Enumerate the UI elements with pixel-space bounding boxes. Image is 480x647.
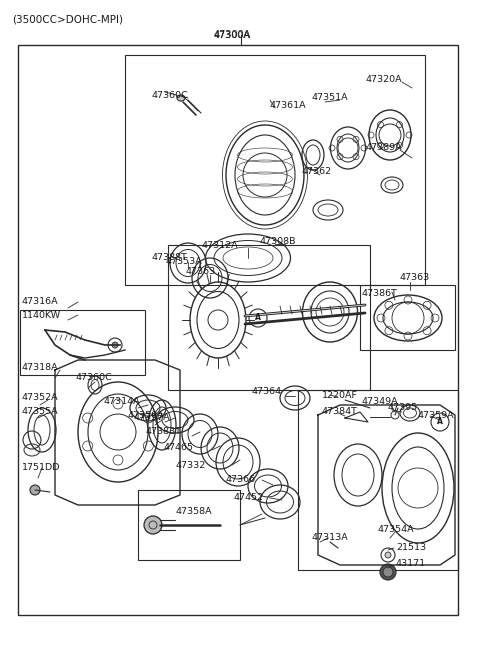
Text: 47308B: 47308B [260,237,297,247]
Text: 47465: 47465 [163,443,193,452]
Ellipse shape [177,95,185,101]
Text: 1751DD: 1751DD [22,463,60,472]
Text: 47366: 47366 [225,476,255,485]
Text: 47355A: 47355A [22,408,59,417]
Text: 47384T: 47384T [322,408,358,417]
Bar [360,285,455,350]
Text: A: A [255,314,261,322]
Text: 47359A: 47359A [418,410,455,419]
Text: 47358A: 47358A [175,507,212,516]
Text: 47349A: 47349A [362,397,398,406]
Text: 47388T: 47388T [152,254,188,263]
Text: 47320A: 47320A [366,76,403,85]
Text: 47363: 47363 [400,274,430,283]
Text: 47360C: 47360C [75,373,112,382]
Circle shape [112,342,118,348]
Text: 47383T: 47383T [145,428,181,437]
Text: 47313A: 47313A [312,534,349,542]
Bar [20,310,145,375]
Bar [168,245,370,390]
Text: 47352A: 47352A [22,393,59,402]
Text: 47351A: 47351A [312,93,348,102]
Text: 47386T: 47386T [362,289,398,298]
Text: (3500CC>DOHC-MPI): (3500CC>DOHC-MPI) [12,15,123,25]
Text: 47300A: 47300A [214,30,251,39]
Text: 21513: 21513 [396,543,426,553]
Text: 47350A: 47350A [128,410,165,419]
Text: 47360C: 47360C [152,91,189,100]
Circle shape [385,552,391,558]
Text: 43171: 43171 [396,560,426,569]
Text: A: A [437,417,443,426]
Text: 47300A: 47300A [214,30,252,40]
Text: 47363: 47363 [185,267,215,276]
Bar [298,390,458,570]
Text: 47389A: 47389A [366,144,403,153]
Circle shape [30,485,40,495]
Text: 47332: 47332 [175,461,205,470]
Bar [125,55,425,285]
Circle shape [383,567,393,577]
Text: 1220AF: 1220AF [322,391,358,399]
Text: 47354A: 47354A [378,525,415,534]
Text: 47318A: 47318A [22,364,59,373]
Text: 47314A: 47314A [103,397,140,406]
Text: 47364: 47364 [252,388,282,397]
Circle shape [380,564,396,580]
Text: 47316A: 47316A [22,298,59,307]
Text: 47452: 47452 [233,492,263,501]
Bar [18,45,458,615]
Text: 47362: 47362 [302,168,332,177]
Text: 47395: 47395 [388,404,418,413]
Text: 47361A: 47361A [270,102,307,111]
Text: 47312A: 47312A [202,241,239,250]
Circle shape [144,516,162,534]
Bar [138,490,240,560]
Text: 47353A: 47353A [165,258,202,267]
Text: 47357A: 47357A [133,413,169,422]
Text: 1140KW: 1140KW [22,311,61,320]
